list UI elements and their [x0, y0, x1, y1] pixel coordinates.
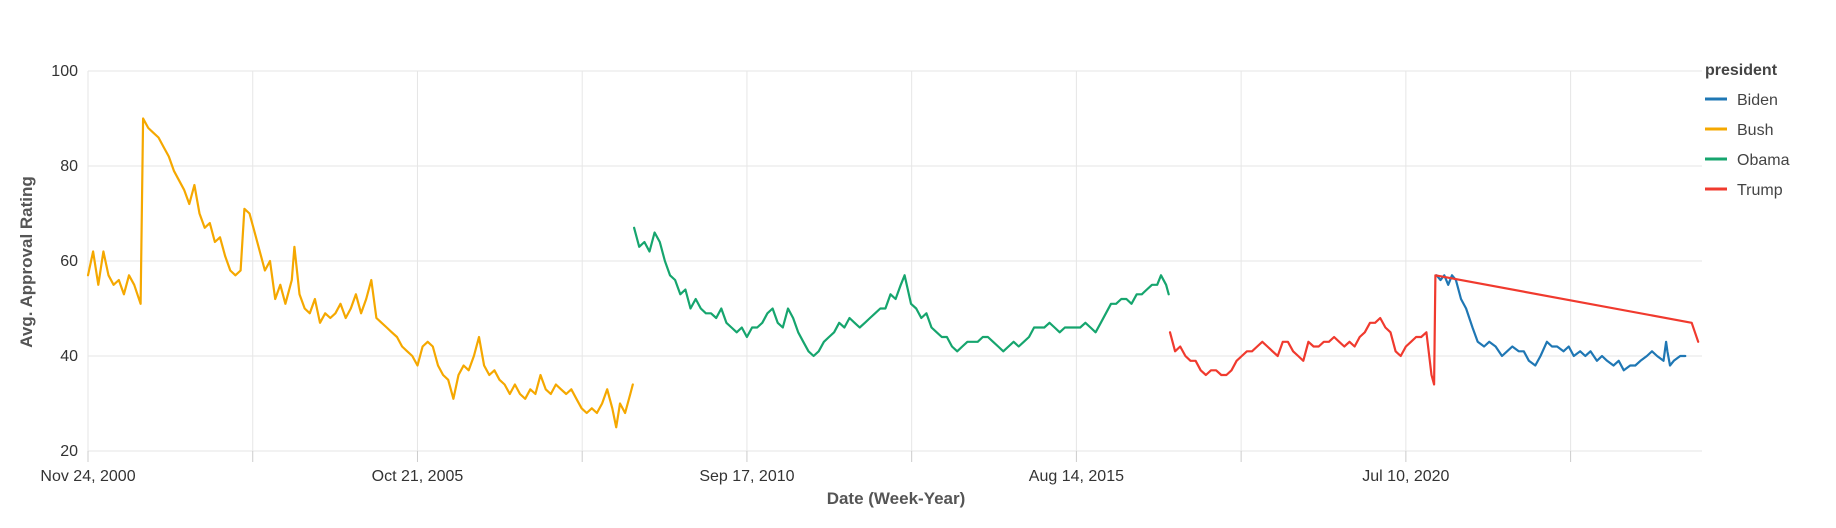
x-axis: Nov 24, 2000 Oct 21, 2005 Sep 17, 2010 Aug …	[40, 451, 1572, 485]
y-axis: 20 40 60 80 100	[51, 63, 78, 460]
x-tick-label: Sep 17, 2010	[699, 468, 794, 485]
series-line-biden	[1435, 274, 1687, 372]
legend-label-obama: Obama	[1737, 152, 1790, 169]
x-tick-label: Jul 10, 2020	[1362, 468, 1449, 485]
legend-label-trump: Trump	[1737, 182, 1783, 199]
legend-title: president	[1705, 62, 1778, 79]
x-axis-title: Date (Week-Year)	[827, 489, 966, 508]
x-tick-label: Aug 14, 2015	[1029, 468, 1124, 485]
series-line-obama	[633, 226, 1170, 358]
x-tick-label: Nov 24, 2000	[40, 468, 135, 485]
series-lines	[86, 117, 1700, 429]
x-tick-label: Oct 21, 2005	[372, 468, 464, 485]
legend-label-bush: Bush	[1737, 122, 1773, 139]
y-tick-label: 20	[60, 443, 78, 460]
y-tick-label: 60	[60, 253, 78, 270]
y-tick-label: 80	[60, 158, 78, 175]
legend-label-biden: Biden	[1737, 92, 1778, 109]
y-axis-title: Avg. Approval Rating	[17, 176, 36, 348]
y-tick-label: 40	[60, 348, 78, 365]
grid-lines	[87, 70, 1702, 452]
y-tick-label: 100	[51, 63, 78, 80]
series-line-trump	[1168, 274, 1700, 386]
legend: president Biden Bush Obama Trump	[1705, 62, 1790, 199]
series-line-bush	[86, 117, 634, 429]
